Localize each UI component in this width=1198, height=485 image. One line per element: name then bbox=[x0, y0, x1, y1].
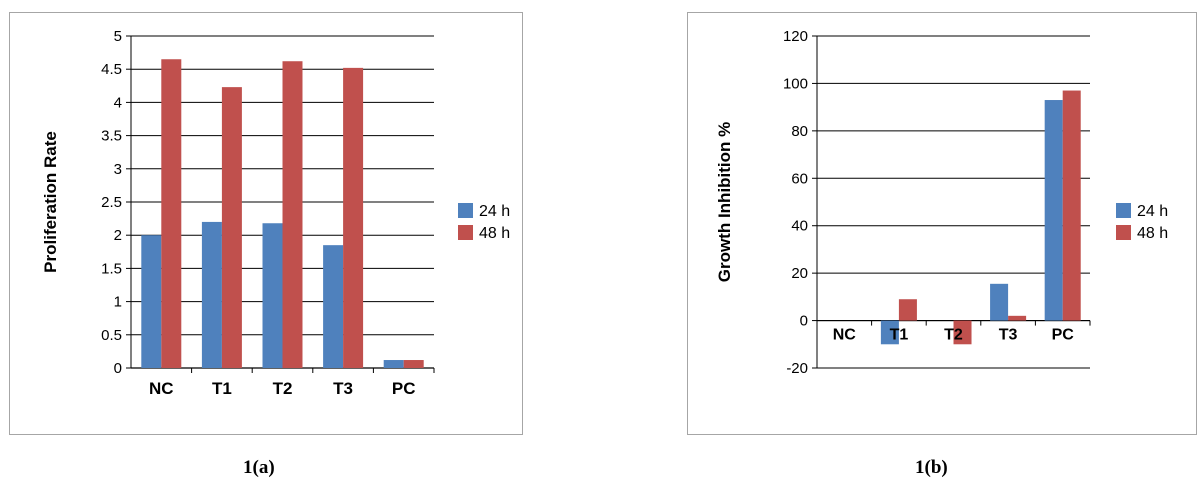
legend-swatch-48h bbox=[458, 225, 473, 240]
figure-caption-b: 1(b) bbox=[915, 457, 948, 478]
y-tick-label: 60 bbox=[791, 170, 808, 187]
x-category-label: NC bbox=[149, 379, 174, 398]
y-tick-label: 0 bbox=[800, 313, 808, 330]
bar-48h-t3 bbox=[1008, 315, 1027, 321]
legend-label: 24 h bbox=[1137, 203, 1168, 220]
x-category-label: T3 bbox=[333, 379, 353, 398]
legend-swatch-24h bbox=[458, 203, 473, 218]
y-tick-label: 1.5 bbox=[101, 260, 122, 277]
bar-24h-t3 bbox=[990, 283, 1009, 321]
bar-48h-pc bbox=[403, 360, 424, 368]
y-tick-label: 1 bbox=[114, 294, 122, 311]
y-tick-label: 2.5 bbox=[101, 194, 122, 211]
y-axis-title: Proliferation Rate bbox=[41, 131, 60, 273]
legend-label: 48 h bbox=[1137, 225, 1168, 242]
y-tick-label: 2 bbox=[114, 227, 122, 244]
bar-48h-nc bbox=[161, 59, 182, 369]
y-axis-title: Growth Inhibition % bbox=[715, 122, 734, 283]
legend-swatch-48h bbox=[1116, 225, 1131, 240]
y-tick-label: 40 bbox=[791, 218, 808, 235]
y-tick-label: 5 bbox=[114, 28, 122, 45]
chart-a-svg: 0 0.5 1 1.5 2 2.5 3 3.5 4 4.5 5 NC T1 T2 T3 PC Prolifera… bbox=[41, 28, 510, 398]
y-tick-label: 20 bbox=[791, 265, 808, 282]
chart-b-svg: -20 0 20 40 60 80 100 120 NC T1 T2 T3 PC Growth Inhib… bbox=[715, 28, 1168, 377]
x-category-label: NC bbox=[833, 327, 857, 344]
bar-24h-pc bbox=[383, 360, 404, 368]
legend-label: 24 h bbox=[479, 203, 510, 220]
y-tick-label: 3.5 bbox=[101, 128, 122, 145]
bar-48h-t2 bbox=[282, 61, 303, 369]
bar-48h-t3 bbox=[343, 67, 364, 368]
y-tick-label: 0.5 bbox=[101, 327, 122, 344]
bar-24h-pc bbox=[1044, 100, 1063, 321]
y-tick-label: 3 bbox=[114, 161, 122, 178]
y-tick-label: 80 bbox=[791, 123, 808, 140]
y-tick-label: -20 bbox=[786, 360, 808, 377]
x-category-label: T2 bbox=[944, 327, 963, 344]
bar-48h-pc bbox=[1062, 90, 1081, 321]
x-category-label: T2 bbox=[273, 379, 293, 398]
x-category-label: PC bbox=[392, 379, 416, 398]
x-category-label: T3 bbox=[999, 327, 1018, 344]
bar-48h-t1 bbox=[898, 299, 917, 321]
bar-24h-t2 bbox=[262, 223, 283, 368]
x-category-label: T1 bbox=[212, 379, 232, 398]
chart-b-frame: -20 0 20 40 60 80 100 120 NC T1 T2 T3 PC Growth Inhib… bbox=[687, 12, 1197, 435]
legend-label: 48 h bbox=[479, 225, 510, 242]
y-tick-label: 4 bbox=[114, 94, 122, 111]
y-tick-label: 0 bbox=[114, 360, 122, 377]
bar-24h-t1 bbox=[201, 221, 222, 368]
figure-caption-a: 1(a) bbox=[243, 457, 275, 478]
x-category-label: PC bbox=[1052, 327, 1075, 344]
bar-24h-nc bbox=[141, 235, 162, 368]
bar-48h-t1 bbox=[221, 87, 242, 369]
bar-24h-t1 bbox=[880, 320, 899, 345]
bar-48h-t2 bbox=[953, 320, 972, 345]
y-tick-label: 100 bbox=[783, 75, 808, 92]
bar-24h-t3 bbox=[323, 245, 344, 368]
chart-a-frame: 0 0.5 1 1.5 2 2.5 3 3.5 4 4.5 5 NC T1 T2 T3 PC Prolifera… bbox=[9, 12, 523, 435]
legend-swatch-24h bbox=[1116, 203, 1131, 218]
x-category-label: T1 bbox=[890, 327, 909, 344]
y-tick-label: 120 bbox=[783, 28, 808, 45]
y-tick-label: 4.5 bbox=[101, 61, 122, 78]
